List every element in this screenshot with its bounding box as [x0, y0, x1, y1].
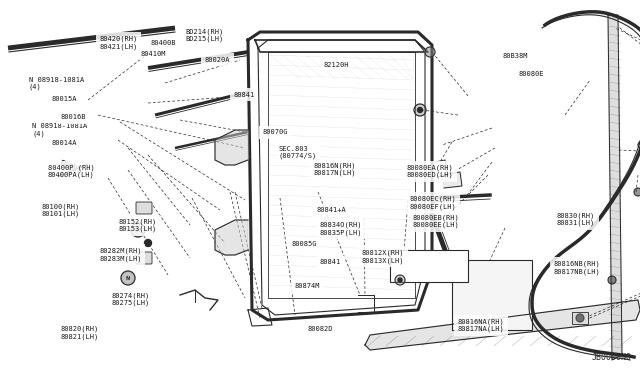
Text: 80100(RH)
80101(LH): 80100(RH) 80101(LH): [42, 203, 80, 217]
Text: SEC.803
(80774/S): SEC.803 (80774/S): [278, 146, 317, 159]
Polygon shape: [365, 300, 640, 350]
Circle shape: [576, 314, 584, 322]
Circle shape: [121, 271, 135, 285]
Text: 80874M: 80874M: [294, 283, 320, 289]
Polygon shape: [215, 130, 248, 165]
Text: 80282M(RH)
80283M(LH): 80282M(RH) 80283M(LH): [99, 248, 141, 262]
Text: 80080EB(RH)
80080EE(LH): 80080EB(RH) 80080EE(LH): [413, 214, 460, 228]
Text: 80085G: 80085G: [291, 241, 317, 247]
Text: 80841: 80841: [234, 92, 255, 98]
Text: 80016B: 80016B: [61, 114, 86, 120]
Text: 80152(RH)
80153(LH): 80152(RH) 80153(LH): [118, 218, 157, 232]
Text: 80274(RH)
80275(LH): 80274(RH) 80275(LH): [112, 292, 150, 307]
Text: N 08918-1081A
(4): N 08918-1081A (4): [32, 124, 87, 137]
Text: 80400P (RH)
80400PA(LH): 80400P (RH) 80400PA(LH): [48, 164, 95, 178]
Circle shape: [131, 223, 145, 237]
Text: 80830(RH)
80831(LH): 80830(RH) 80831(LH): [557, 212, 595, 227]
Circle shape: [425, 47, 435, 57]
Text: 80080EA(RH)
80080ED(LH): 80080EA(RH) 80080ED(LH): [406, 164, 453, 178]
Circle shape: [414, 104, 426, 116]
Bar: [390, 250, 468, 282]
Text: 80820(RH)
80821(LH): 80820(RH) 80821(LH): [61, 326, 99, 340]
Text: 80841+A: 80841+A: [317, 207, 346, 213]
Text: 80014A: 80014A: [51, 140, 77, 146]
Circle shape: [395, 275, 405, 285]
Text: BD214(RH)
BD215(LH): BD214(RH) BD215(LH): [186, 28, 224, 42]
Circle shape: [608, 276, 616, 284]
Text: 80070G: 80070G: [262, 129, 288, 135]
Text: 80816N(RH)
80817N(LH): 80816N(RH) 80817N(LH): [314, 162, 356, 176]
Text: 82120H: 82120H: [323, 62, 349, 68]
Text: 80015A: 80015A: [51, 96, 77, 102]
Text: 80080E: 80080E: [518, 71, 544, 77]
Text: 80420(RH)
80421(LH): 80420(RH) 80421(LH): [99, 36, 138, 50]
Text: 80410M: 80410M: [141, 51, 166, 57]
Polygon shape: [608, 15, 622, 360]
Circle shape: [638, 141, 640, 149]
FancyBboxPatch shape: [136, 202, 152, 214]
Text: 80082D: 80082D: [307, 326, 333, 332]
Circle shape: [398, 278, 402, 282]
FancyBboxPatch shape: [136, 252, 152, 264]
Text: 80080EC(RH)
80080EF(LH): 80080EC(RH) 80080EF(LH): [410, 196, 456, 210]
Text: N: N: [126, 276, 131, 280]
Text: 80834O(RH)
80835P(LH): 80834O(RH) 80835P(LH): [320, 222, 362, 236]
Circle shape: [145, 240, 152, 247]
Text: 80816NB(RH)
80817NB(LH): 80816NB(RH) 80817NB(LH): [554, 261, 600, 275]
Text: N: N: [136, 228, 140, 232]
Text: 80400B: 80400B: [150, 40, 176, 46]
Polygon shape: [215, 220, 248, 255]
Text: 80B38M: 80B38M: [502, 53, 528, 59]
Text: JB0000N0: JB0000N0: [592, 353, 632, 362]
Text: 80812X(RH)
80813X(LH): 80812X(RH) 80813X(LH): [362, 250, 404, 264]
Text: N 08918-1081A
(4): N 08918-1081A (4): [29, 77, 84, 90]
FancyBboxPatch shape: [572, 312, 588, 324]
Circle shape: [417, 108, 422, 112]
Text: 80020A: 80020A: [205, 57, 230, 62]
Circle shape: [634, 188, 640, 196]
Text: 80841: 80841: [320, 259, 341, 265]
Text: FRONT: FRONT: [58, 160, 83, 176]
Polygon shape: [442, 172, 462, 188]
FancyBboxPatch shape: [452, 260, 532, 330]
Text: 80816NA(RH)
80817NA(LH): 80816NA(RH) 80817NA(LH): [458, 318, 504, 333]
